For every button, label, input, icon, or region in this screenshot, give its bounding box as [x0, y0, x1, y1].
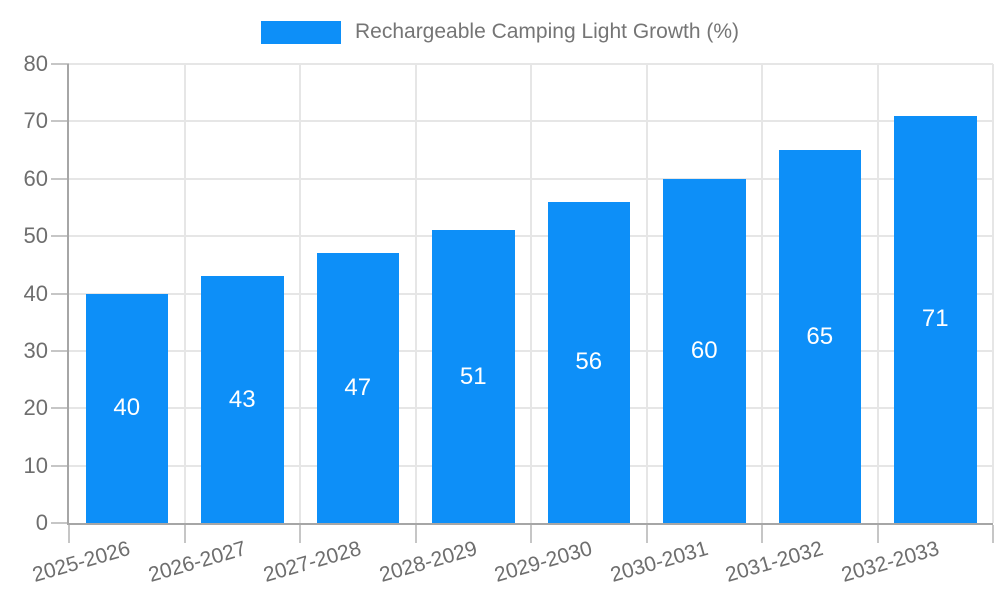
y-tick-label: 50	[23, 223, 48, 249]
y-tick	[51, 464, 69, 467]
bar-value-label: 40	[113, 394, 141, 422]
chart-legend[interactable]: Rechargeable Camping Light Growth (%)	[0, 20, 1000, 44]
y-tick-label: 40	[23, 280, 48, 306]
y-tick	[51, 407, 69, 410]
x-tick	[530, 525, 532, 543]
bar-2025-2026: 40	[85, 293, 168, 523]
x-tick-label: 2026-2027	[145, 537, 249, 587]
y-tick-label: 60	[23, 165, 48, 191]
x-tick	[876, 525, 879, 543]
x-tick	[299, 525, 301, 543]
bar-2028-2029: 51	[432, 230, 515, 523]
x-tick-label: 2025-2026	[30, 537, 134, 587]
y-tick-label: 70	[23, 108, 48, 134]
x-tick-label: 2030-2031	[607, 537, 711, 587]
y-tick-label: 30	[23, 337, 48, 363]
y-tick-label: 10	[23, 452, 48, 478]
x-tick-label: 2028-2029	[376, 537, 480, 587]
x-tick	[414, 525, 417, 543]
bar-value-label: 47	[344, 374, 372, 402]
y-tick	[51, 177, 69, 180]
bar-value-label: 65	[806, 322, 834, 350]
y-tick	[51, 235, 69, 238]
v-gridline	[414, 64, 417, 523]
v-gridline	[299, 64, 301, 523]
x-tick-label: 2031-2032	[723, 537, 827, 587]
bar-2030-2031: 60	[663, 178, 746, 523]
x-tick	[183, 525, 186, 543]
bar-2029-2030: 56	[547, 201, 630, 523]
x-tick	[68, 525, 70, 543]
x-tick	[761, 525, 763, 543]
y-tick-label: 80	[23, 51, 48, 76]
y-tick-label: 0	[35, 510, 48, 535]
y-tick	[51, 349, 69, 352]
y-axis-line	[67, 64, 69, 525]
bar-value-label: 51	[459, 362, 487, 390]
y-tick	[51, 522, 69, 524]
v-gridline	[992, 64, 994, 523]
x-tick	[645, 525, 648, 543]
y-tick	[51, 120, 69, 123]
bar-2031-2032: 65	[778, 150, 861, 523]
bar-value-label: 71	[921, 305, 949, 333]
bar-value-label: 56	[575, 348, 603, 376]
v-gridline	[183, 64, 186, 523]
x-tick	[992, 525, 994, 543]
bar-2027-2028: 47	[316, 253, 399, 523]
x-tick-label: 2027-2028	[261, 537, 365, 587]
v-gridline	[645, 64, 648, 523]
v-gridline	[876, 64, 879, 523]
bar-value-label: 60	[690, 336, 718, 364]
y-tick	[51, 292, 69, 295]
x-axis-line	[67, 523, 993, 525]
bar-2026-2027: 43	[201, 276, 284, 523]
x-tick-label: 2032-2033	[838, 537, 942, 587]
y-tick-label: 20	[23, 395, 48, 421]
x-tick-label: 2029-2030	[492, 537, 596, 587]
y-tick	[51, 63, 69, 65]
legend-swatch-icon	[260, 20, 341, 44]
bar-2032-2033: 71	[894, 115, 977, 523]
bar-value-label: 43	[228, 385, 256, 413]
legend-label: Rechargeable Camping Light Growth (%)	[354, 20, 740, 43]
v-gridline	[761, 64, 763, 523]
v-gridline	[530, 64, 532, 523]
